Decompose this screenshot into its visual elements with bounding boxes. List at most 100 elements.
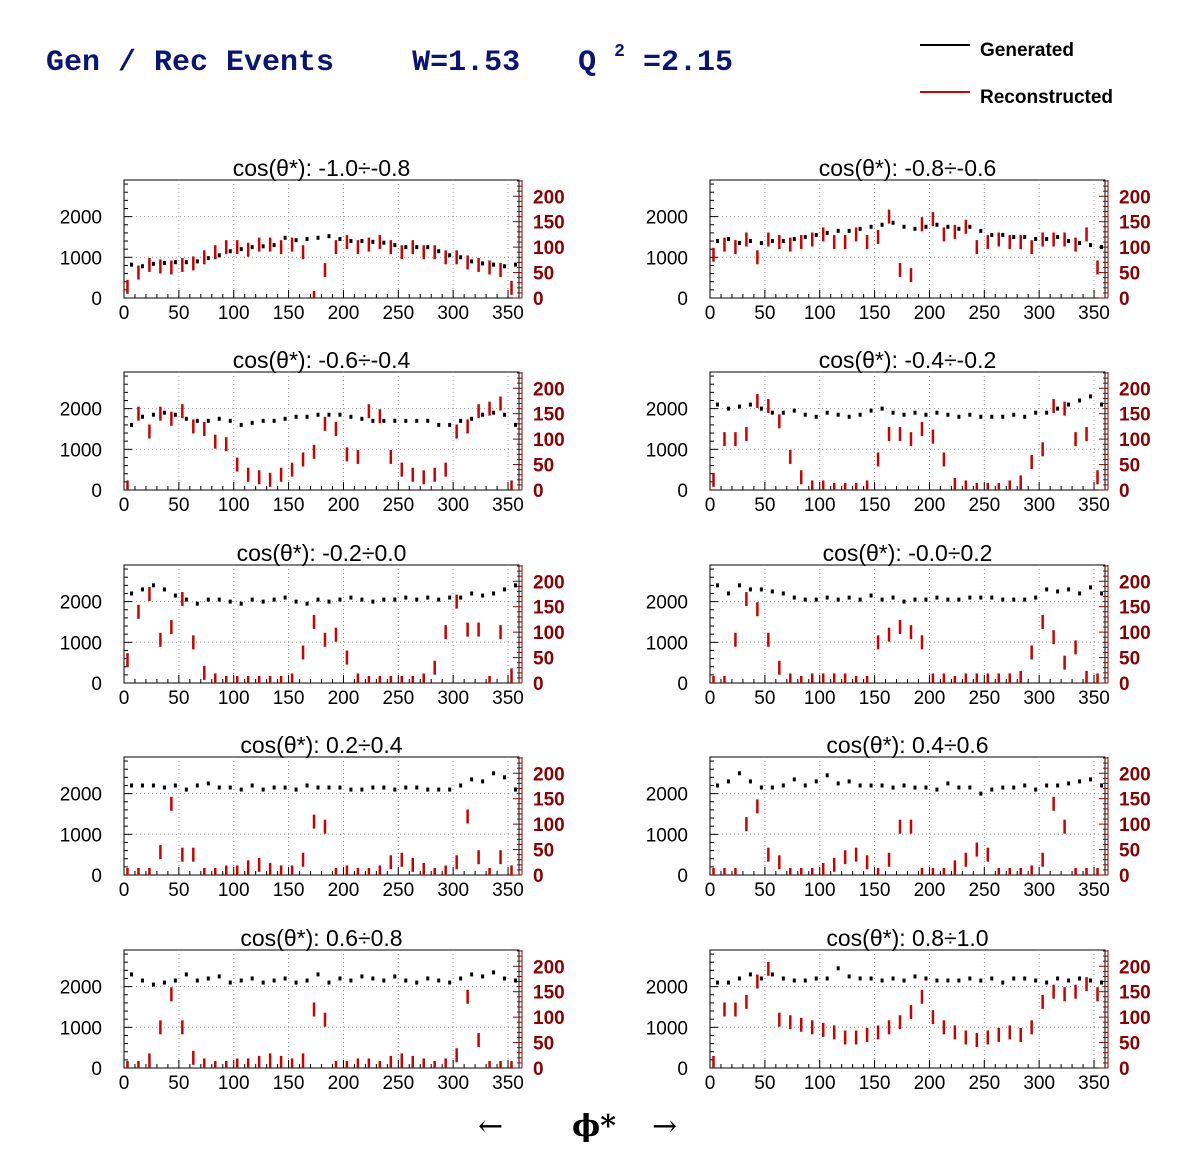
- data-point-generated: [1045, 783, 1049, 788]
- data-point-generated: [1023, 976, 1027, 981]
- x-tick-label: 200: [328, 688, 360, 709]
- data-point-generated: [935, 787, 939, 792]
- data-point-generated: [858, 597, 862, 602]
- series-generated: [715, 583, 1104, 604]
- data-point-generated: [470, 777, 474, 782]
- x-tick-label: 100: [804, 303, 836, 324]
- data-point-generated: [514, 422, 518, 427]
- y-left-tick-label: 0: [677, 289, 688, 310]
- data-point-generated: [825, 976, 829, 981]
- data-point-generated: [228, 418, 232, 423]
- data-point-generated: [990, 787, 994, 792]
- series-generated: [129, 234, 518, 269]
- data-point-generated: [803, 234, 807, 239]
- data-point-generated: [737, 241, 741, 246]
- data-point-generated: [173, 412, 177, 417]
- series-generated: [715, 771, 1104, 796]
- data-point-generated: [792, 978, 796, 983]
- data-point-generated: [228, 980, 232, 985]
- data-point-generated: [1012, 785, 1016, 790]
- data-point-generated: [1012, 976, 1016, 981]
- data-point-generated: [748, 972, 752, 977]
- data-point-generated: [283, 595, 287, 600]
- x-tick-label: 150: [273, 1073, 305, 1094]
- data-point-generated: [803, 978, 807, 983]
- data-point-generated: [902, 412, 906, 417]
- data-point-generated: [404, 978, 408, 983]
- data-point-generated: [891, 220, 895, 225]
- y-left-tick-label: 1000: [646, 825, 688, 846]
- data-point-generated: [979, 595, 983, 600]
- x-tick-label: 0: [119, 880, 130, 901]
- y-right-tick-label: 0: [533, 481, 544, 502]
- data-point-generated: [1100, 980, 1104, 985]
- figure-title: Gen / Rec Events W=1.53 Q 2 =2.15: [46, 32, 733, 80]
- data-point-generated: [968, 595, 972, 600]
- x-tick-label: 50: [754, 495, 775, 516]
- data-point-generated: [448, 980, 452, 985]
- data-point-generated: [151, 982, 155, 987]
- data-point-generated: [481, 779, 485, 784]
- data-point-generated: [426, 418, 430, 423]
- data-point-generated: [206, 418, 210, 423]
- data-point-generated: [1067, 781, 1071, 786]
- x-tick-label: 50: [168, 495, 189, 516]
- data-point-generated: [459, 783, 463, 788]
- x-tick-label: 100: [804, 495, 836, 516]
- data-point-generated: [393, 597, 397, 602]
- y-right-tick-label: 100: [1119, 623, 1151, 644]
- x-tick-label: 150: [859, 495, 891, 516]
- data-point-generated: [481, 412, 485, 417]
- data-point-generated: [825, 773, 829, 778]
- panel-title: cos(θ*): -1.0÷-0.8: [233, 155, 411, 181]
- y-right-tick-label: 0: [533, 289, 544, 310]
- data-point-generated: [825, 410, 829, 415]
- data-point-generated: [261, 418, 265, 423]
- y-right-tick-label: 200: [533, 957, 565, 978]
- data-point-generated: [195, 601, 199, 606]
- y-right-tick-label: 200: [533, 379, 565, 400]
- data-point-generated: [140, 978, 144, 983]
- y-left-tick-label: 1000: [646, 248, 688, 269]
- data-point-generated: [902, 224, 906, 229]
- data-point-generated: [781, 591, 785, 596]
- data-point-generated: [759, 406, 763, 411]
- data-point-generated: [726, 406, 730, 411]
- x-tick-label: 50: [754, 688, 775, 709]
- xlabel-right-arrow: →: [652, 1109, 677, 1144]
- x-tick-label: 100: [218, 1073, 250, 1094]
- y-left-tick-label: 1000: [646, 440, 688, 461]
- data-point-generated: [327, 980, 331, 985]
- data-point-generated: [305, 414, 309, 419]
- x-tick-label: 150: [859, 1073, 891, 1094]
- data-point-generated: [968, 785, 972, 790]
- data-point-generated: [162, 261, 166, 266]
- data-point-generated: [968, 976, 972, 981]
- data-point-generated: [737, 404, 741, 409]
- y-right-tick-label: 200: [533, 764, 565, 785]
- data-point-generated: [415, 980, 419, 985]
- data-point-generated: [129, 422, 133, 427]
- data-point-generated: [184, 972, 188, 977]
- y-right-tick-label: 100: [1119, 1008, 1151, 1029]
- data-point-generated: [891, 410, 895, 415]
- y-right-tick-label: 150: [533, 405, 565, 426]
- x-tick-label: 150: [273, 880, 305, 901]
- data-point-generated: [825, 230, 829, 235]
- y-right-tick-label: 0: [1119, 674, 1130, 695]
- data-point-generated: [492, 262, 496, 267]
- y-right-tick-label: 100: [1119, 238, 1151, 259]
- panel-2: cos(θ*): -0.8÷-0.6 0 50 100 150 200 250 300 350 0…: [646, 155, 1151, 324]
- data-point-generated: [382, 240, 386, 245]
- data-point-generated: [1023, 597, 1027, 602]
- data-point-generated: [261, 787, 265, 792]
- x-tick-label: 50: [754, 880, 775, 901]
- data-point-generated: [360, 787, 364, 792]
- x-tick-label: 300: [437, 495, 469, 516]
- data-point-generated: [1056, 589, 1060, 594]
- data-point-generated: [726, 237, 730, 241]
- data-point-generated: [957, 414, 961, 419]
- data-point-generated: [858, 226, 862, 231]
- data-point-generated: [140, 264, 144, 269]
- x-tick-label: 250: [382, 880, 414, 901]
